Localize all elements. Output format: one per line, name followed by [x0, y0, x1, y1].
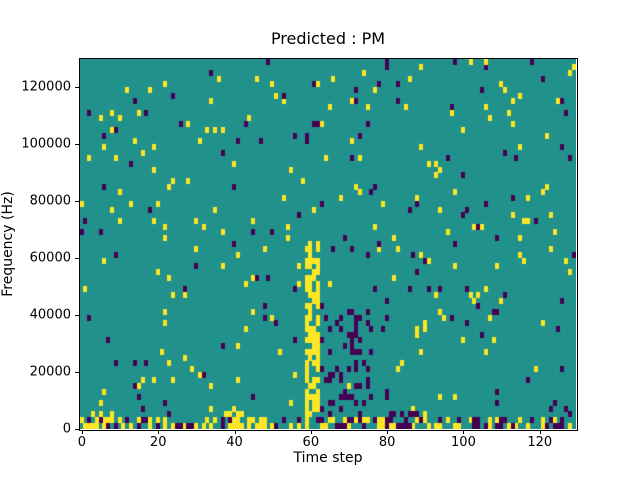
- y-tick-mark: [75, 429, 79, 430]
- x-tick-label: 100: [451, 435, 476, 450]
- x-tick-mark: [539, 430, 541, 434]
- y-tick-label: 20000: [29, 364, 71, 380]
- x-tick-mark: [310, 430, 312, 434]
- x-tick-mark: [463, 430, 465, 434]
- y-tick-mark: [75, 372, 79, 374]
- heatmap-canvas: [80, 59, 576, 429]
- y-tick-label: 60000: [29, 250, 71, 266]
- y-tick-label: 0: [62, 421, 71, 437]
- y-tick-label: 120000: [21, 79, 71, 95]
- x-tick-label: 0: [77, 435, 87, 450]
- y-tick-mark: [75, 144, 79, 146]
- y-tick-label: 80000: [29, 193, 71, 209]
- y-tick-mark: [75, 87, 79, 89]
- x-tick-mark: [158, 430, 160, 434]
- y-tick-label: 100000: [21, 136, 71, 152]
- y-axis-label: Frequency (Hz): [0, 191, 16, 297]
- x-tick-mark: [81, 430, 83, 434]
- x-tick-mark: [387, 430, 389, 434]
- x-axis-label: Time step: [293, 450, 363, 466]
- y-tick-mark: [75, 201, 79, 203]
- y-tick-mark: [75, 315, 79, 317]
- y-tick-label: 40000: [29, 307, 71, 323]
- x-tick-mark: [234, 430, 236, 434]
- y-tick-mark: [75, 258, 79, 260]
- x-tick-label: 20: [149, 435, 167, 450]
- x-tick-label: 120: [527, 435, 553, 450]
- chart-title: Predicted : PM: [270, 29, 386, 48]
- x-tick-label: 40: [226, 435, 243, 450]
- x-tick-label: 60: [302, 435, 320, 450]
- x-tick-label: 80: [378, 435, 396, 450]
